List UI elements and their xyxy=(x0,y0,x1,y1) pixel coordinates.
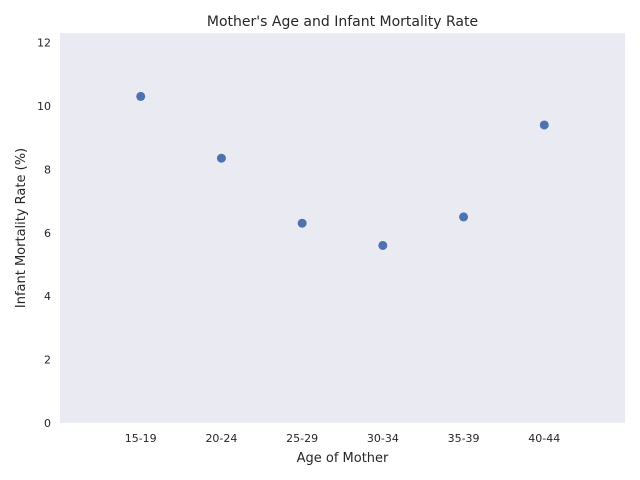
data-point-15-19 xyxy=(136,91,146,101)
chart-title: Mother's Age and Infant Mortality Rate xyxy=(207,14,478,30)
data-points xyxy=(136,91,549,250)
y-tick-label: 0 xyxy=(44,417,51,430)
data-point-40-44 xyxy=(539,120,549,130)
x-tick-label: 35-39 xyxy=(448,432,480,445)
y-tick-label: 10 xyxy=(37,100,51,113)
y-axis-label: Infant Mortality Rate (%) xyxy=(14,148,29,308)
data-point-25-29 xyxy=(297,218,307,228)
y-tick-labels: 0 2 4 6 8 10 12 xyxy=(37,37,51,430)
data-point-20-24 xyxy=(216,153,226,163)
x-tick-labels: 15-19 20-24 25-29 30-34 35-39 40-44 xyxy=(125,432,561,445)
plot-area xyxy=(60,33,625,423)
x-tick-label: 20-24 xyxy=(205,432,237,445)
y-tick-label: 2 xyxy=(44,354,51,367)
x-tick-label: 25-29 xyxy=(286,432,318,445)
x-axis-label: Age of Mother xyxy=(297,451,389,466)
y-tick-label: 4 xyxy=(44,290,51,303)
data-point-30-34 xyxy=(378,240,388,250)
y-tick-label: 12 xyxy=(37,37,51,50)
y-tick-label: 6 xyxy=(44,227,51,240)
x-tick-label: 30-34 xyxy=(367,432,399,445)
data-point-35-39 xyxy=(459,212,469,222)
x-tick-label: 15-19 xyxy=(125,432,157,445)
x-tick-label: 40-44 xyxy=(528,432,560,445)
y-tick-label: 8 xyxy=(44,163,51,176)
